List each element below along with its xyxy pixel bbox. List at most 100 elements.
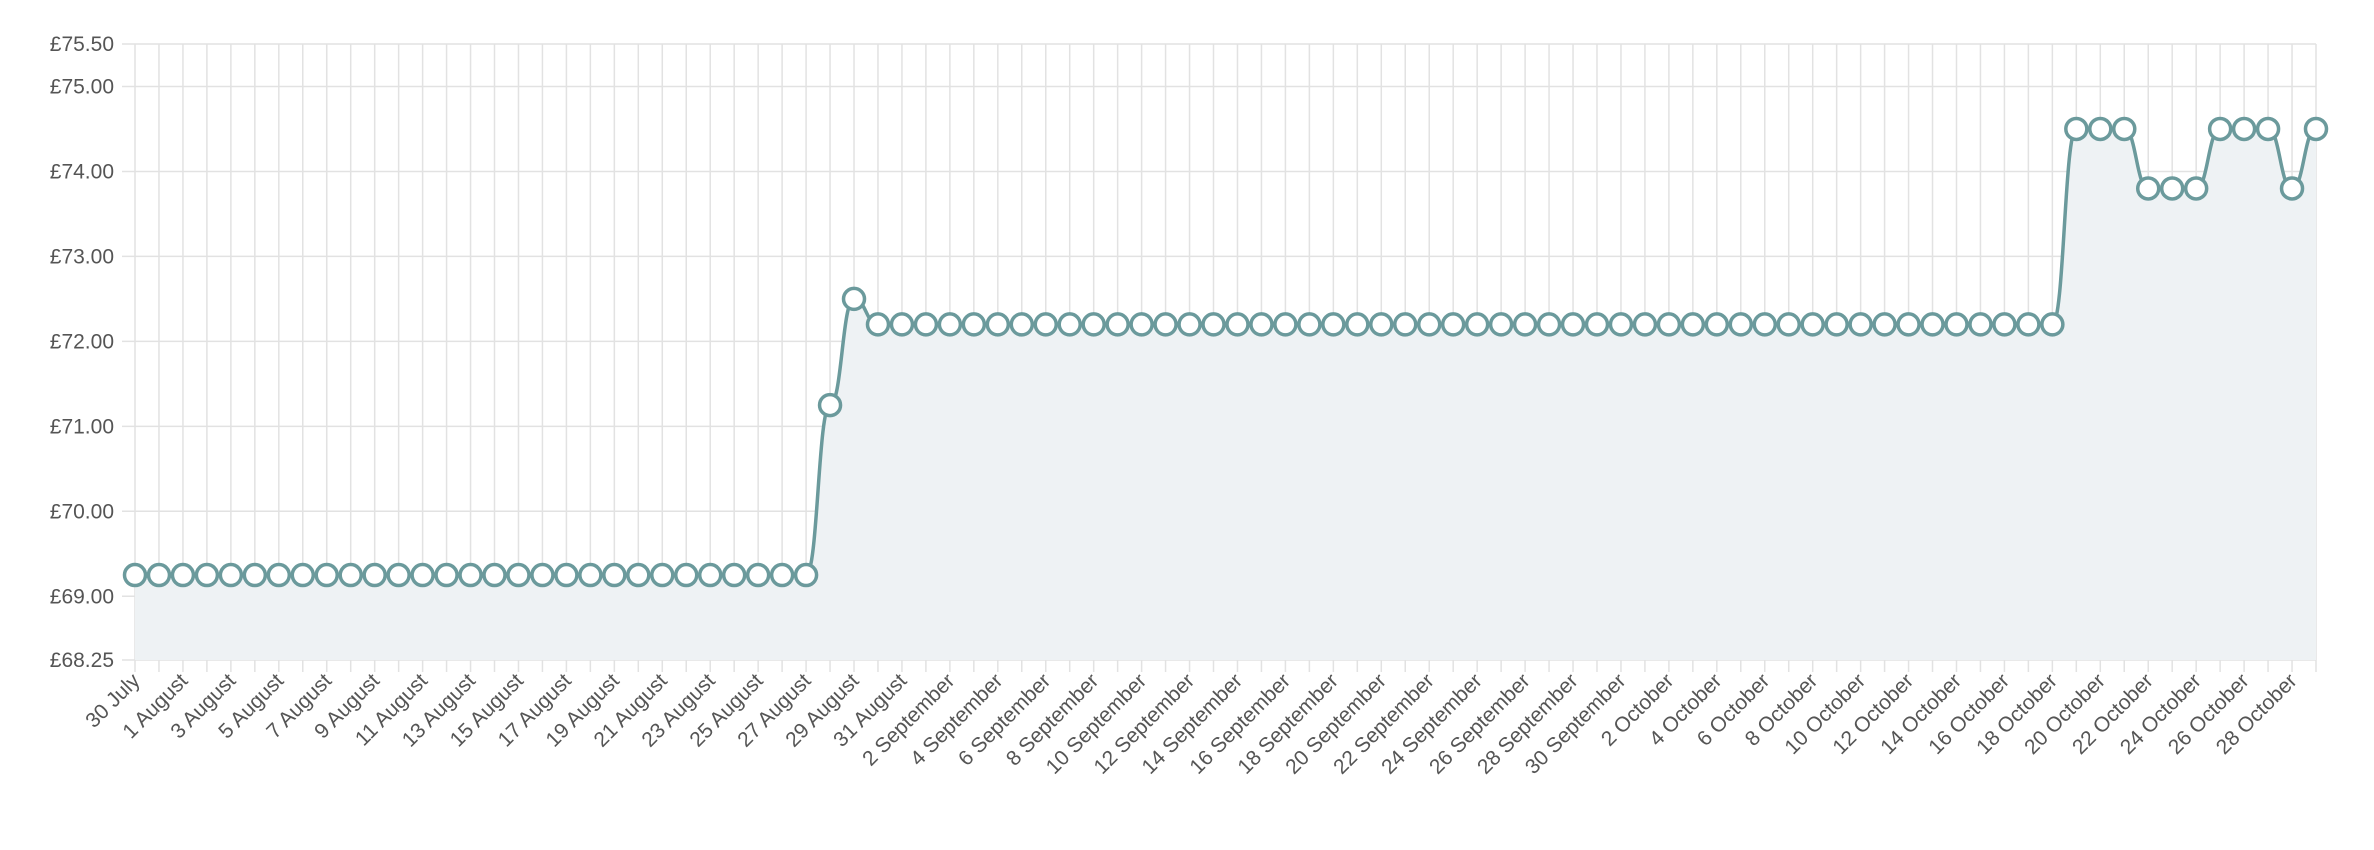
point: [889, 312, 915, 337]
point: [194, 562, 220, 588]
point: [218, 562, 244, 588]
point: [1488, 312, 1514, 337]
point: [1297, 312, 1322, 337]
point: [1129, 312, 1154, 337]
point: [697, 562, 723, 588]
point: [961, 312, 987, 337]
y-tick-label: £72.00: [50, 330, 114, 353]
point: [1225, 312, 1250, 337]
y-tick-label: £73.00: [50, 245, 114, 268]
point: [1848, 312, 1873, 337]
point: [721, 562, 747, 588]
point: [1992, 312, 2017, 337]
point: [1057, 312, 1082, 337]
point: [338, 562, 363, 588]
point: [745, 562, 771, 588]
point: [1632, 312, 1658, 337]
point: [170, 562, 196, 588]
point: [1656, 312, 1682, 337]
point: [1177, 312, 1202, 337]
point: [1944, 312, 1969, 337]
point: [2040, 312, 2065, 337]
y-tick-label: £69.00: [50, 585, 114, 608]
point: [2255, 116, 2281, 142]
point: [1416, 312, 1442, 337]
point: [1273, 312, 1298, 337]
point: [482, 562, 507, 588]
point: [1800, 312, 1825, 337]
point: [1440, 312, 1466, 337]
point: [2016, 312, 2041, 337]
point: [1560, 312, 1586, 337]
point: [817, 392, 843, 418]
point: [578, 562, 603, 588]
point: [362, 562, 387, 588]
point: [1153, 312, 1178, 337]
point: [1345, 312, 1370, 337]
point: [554, 562, 579, 588]
point: [841, 286, 867, 312]
point: [2159, 176, 2185, 201]
point: [242, 562, 268, 588]
point: [865, 312, 891, 337]
point: [1201, 312, 1226, 337]
y-tick-label: £71.00: [50, 415, 114, 438]
point: [2064, 116, 2089, 142]
point: [793, 562, 819, 588]
point: [530, 562, 555, 588]
y-tick-label: £75.00: [50, 75, 114, 98]
point: [1249, 312, 1274, 337]
point: [122, 562, 148, 588]
point: [1752, 312, 1778, 337]
point: [626, 562, 651, 588]
area: [135, 128, 2316, 660]
point: [650, 562, 675, 588]
point: [1680, 312, 1706, 337]
point: [458, 562, 483, 588]
point: [1896, 312, 1921, 337]
point: [386, 562, 411, 588]
point: [314, 562, 339, 588]
y-tick-label: £70.00: [50, 500, 114, 523]
point: [1512, 312, 1538, 337]
point: [1033, 312, 1058, 337]
point: [2207, 116, 2233, 142]
point: [1393, 312, 1418, 337]
point: [602, 562, 627, 588]
y-tick-label: £75.50: [50, 33, 114, 56]
point: [1704, 312, 1730, 337]
point: [769, 562, 795, 588]
point: [2279, 176, 2305, 201]
point: [2303, 116, 2329, 142]
point: [146, 562, 172, 588]
point: [410, 562, 435, 588]
point: [913, 312, 939, 337]
point: [1872, 312, 1897, 337]
y-tick-label: £68.25: [50, 649, 114, 672]
point: [434, 562, 459, 588]
point: [1464, 312, 1490, 337]
point: [1584, 312, 1610, 337]
point: [1081, 312, 1106, 337]
y-tick-label: £74.00: [50, 160, 114, 183]
point: [673, 562, 699, 588]
point: [1968, 312, 1993, 337]
point: [1608, 312, 1634, 337]
point: [2135, 176, 2161, 201]
point: [1105, 312, 1130, 337]
point: [1824, 312, 1849, 337]
point: [1536, 312, 1562, 337]
point: [266, 562, 292, 588]
point: [1009, 312, 1035, 337]
point: [1321, 312, 1346, 337]
point: [506, 562, 531, 588]
point: [1369, 312, 1394, 337]
point: [1728, 312, 1754, 337]
point: [2231, 116, 2257, 142]
point: [290, 562, 316, 588]
point: [1920, 312, 1945, 337]
point: [2183, 176, 2209, 201]
point: [2088, 116, 2113, 142]
